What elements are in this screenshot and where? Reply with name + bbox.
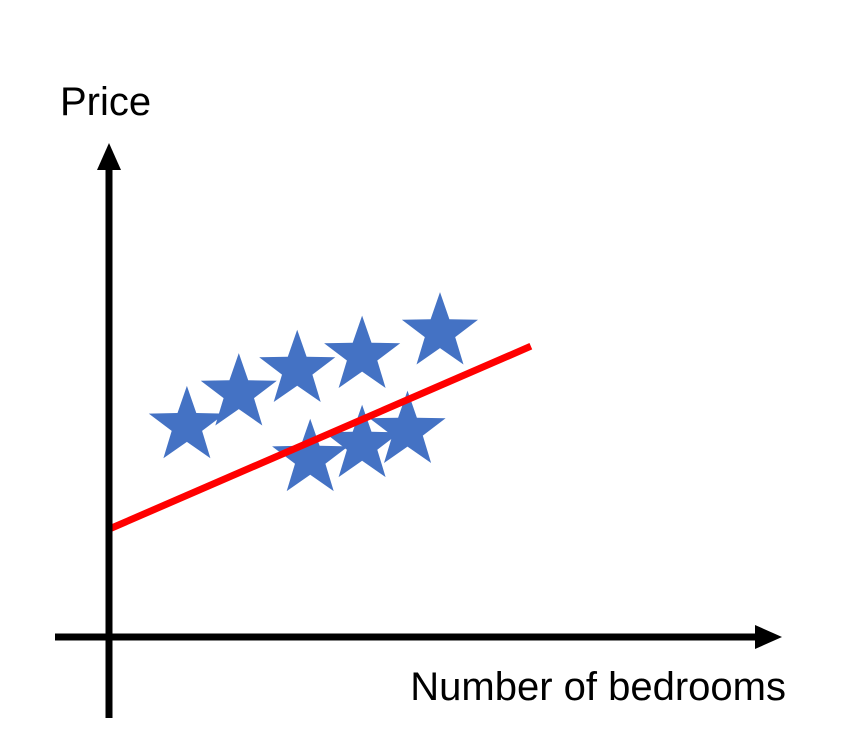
data-point-star <box>369 390 446 463</box>
data-point-star <box>148 385 225 459</box>
data-point-star <box>324 315 401 388</box>
x-axis-label: Number of bedrooms <box>410 665 786 709</box>
data-point-star <box>272 418 349 492</box>
trend-line <box>107 343 533 533</box>
x-axis-arrowhead <box>755 625 782 649</box>
data-point-star <box>200 353 277 426</box>
data-point-star <box>324 404 401 478</box>
data-point-star <box>259 329 336 402</box>
y-axis-label: Price <box>60 80 151 124</box>
data-point-star <box>401 292 478 365</box>
data-points <box>148 292 478 492</box>
y-axis-arrowhead <box>97 143 121 170</box>
